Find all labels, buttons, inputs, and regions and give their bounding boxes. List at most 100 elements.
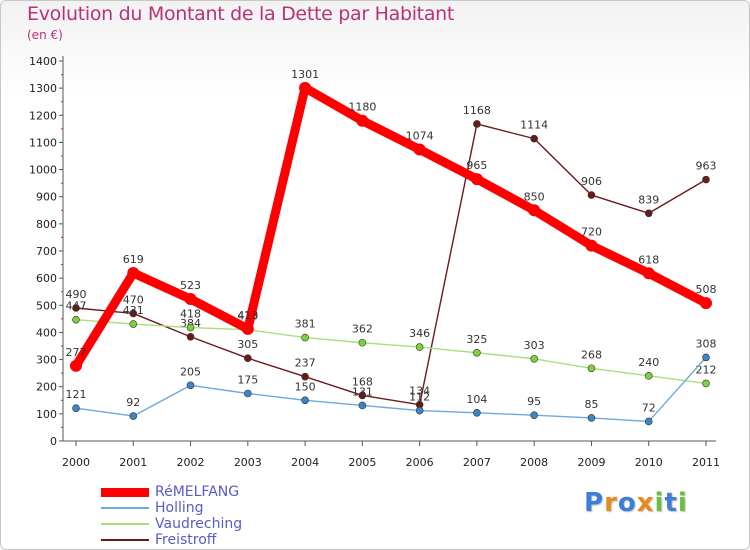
y-tick-label: 1000 [29, 164, 57, 177]
data-point-rmelfang [470, 173, 483, 186]
y-tick-label: 1200 [29, 109, 57, 122]
data-point-holling [415, 406, 424, 415]
data-point-rmelfang [413, 143, 426, 156]
data-point-freistroff [129, 309, 138, 318]
x-tick-label: 2010 [635, 456, 663, 469]
data-label-rmelfang: 508 [696, 283, 717, 296]
series-line-freistroff [75, 123, 707, 406]
data-label-vaudreching: 346 [409, 327, 430, 340]
data-point-freistroff [644, 209, 653, 218]
data-point-freistroff [587, 191, 596, 199]
data-point-vaudreching [301, 333, 309, 342]
y-tick-label: 500 [36, 299, 57, 312]
data-point-rmelfang [241, 322, 254, 335]
data-label-holling: 95 [527, 395, 541, 408]
data-label-rmelfang: 523 [180, 279, 201, 292]
legend-swatch [101, 487, 149, 497]
x-tick-label: 2008 [520, 456, 548, 469]
data-label-rmelfang: 850 [524, 190, 545, 203]
series-holling: 121 92 205 175 150 131 112 104 95 85 72 308 [66, 337, 717, 426]
x-tick-label: 2000 [62, 456, 90, 469]
x-tick-label: 2001 [119, 456, 147, 469]
data-point-holling [644, 417, 653, 426]
data-point-freistroff [702, 175, 710, 184]
data-point-holling [530, 411, 538, 420]
y-tick-label: 200 [36, 381, 57, 394]
data-label-holling: 175 [237, 374, 258, 387]
data-point-vaudreching [587, 364, 596, 373]
data-point-freistroff [72, 304, 80, 312]
data-label-freistroff: 134 [409, 385, 430, 398]
legend-swatch [101, 507, 149, 509]
y-tick-label: 1400 [29, 55, 57, 68]
proxiti-logo: Proxiti [584, 488, 688, 518]
data-point-holling [702, 353, 710, 362]
x-tick-label: 2007 [463, 456, 491, 469]
data-point-freistroff [186, 332, 195, 341]
data-label-vaudreching: 362 [352, 323, 373, 336]
data-point-holling [72, 404, 80, 412]
data-label-holling: 150 [295, 380, 316, 393]
data-label-vaudreching: 212 [696, 363, 717, 376]
data-label-freistroff: 237 [295, 357, 316, 370]
series-line-vaudreching [75, 318, 707, 385]
data-point-rmelfang [642, 267, 655, 280]
data-label-holling: 112 [409, 391, 430, 404]
data-label-holling: 92 [126, 396, 140, 409]
x-tick-label: 2006 [406, 456, 434, 469]
data-label-vaudreching: 447 [66, 300, 87, 313]
logo-letter: t [664, 488, 678, 518]
data-label-freistroff: 963 [696, 160, 717, 173]
data-point-freistroff [244, 354, 252, 363]
series-line-rmelfang [71, 83, 711, 371]
data-label-vaudreching: 303 [524, 339, 545, 352]
y-tick-label: 1100 [29, 136, 57, 149]
y-tick-label: 1300 [29, 82, 57, 95]
x-tick-label: 2003 [234, 456, 262, 469]
series-rmelfang: 277 619 523 413 1301 1180 1074 965 850 720 618 508 [66, 68, 717, 372]
data-label-vaudreching: 431 [123, 304, 144, 317]
y-tick-label: 300 [36, 354, 57, 367]
data-point-holling [473, 408, 481, 417]
data-label-freistroff: 470 [123, 293, 144, 306]
y-tick-label: 100 [36, 408, 57, 421]
data-label-holling: 121 [66, 388, 87, 401]
legend-label: RéMELFANG [155, 484, 240, 500]
data-label-holling: 72 [642, 401, 656, 414]
data-label-vaudreching: 325 [466, 333, 487, 346]
data-point-rmelfang [70, 359, 82, 372]
data-label-rmelfang: 618 [638, 253, 659, 266]
chart-subtitle: (en €) [27, 28, 63, 42]
data-label-vaudreching: 418 [180, 308, 201, 321]
data-label-holling: 104 [466, 393, 487, 406]
y-tick-label: 400 [36, 326, 57, 339]
data-label-vaudreching: 240 [638, 356, 659, 369]
data-point-holling [129, 412, 138, 420]
data-point-vaudreching [415, 343, 424, 351]
y-tick-label: 600 [36, 272, 57, 285]
data-label-rmelfang: 413 [237, 309, 258, 322]
y-tick-label: 0 [50, 435, 57, 448]
data-label-rmelfang: 277 [66, 346, 87, 359]
data-label-rmelfang: 1180 [348, 101, 376, 114]
logo-letter: x [636, 488, 655, 518]
data-point-vaudreching [473, 348, 481, 357]
logo-letter: P [584, 488, 605, 518]
data-point-holling [186, 381, 195, 390]
data-label-rmelfang: 619 [123, 253, 144, 266]
data-label-holling: 308 [696, 337, 717, 350]
data-point-vaudreching [129, 320, 138, 328]
data-point-freistroff [301, 372, 309, 381]
data-label-freistroff: 305 [237, 338, 258, 351]
legend-label: Vaudreching [155, 516, 243, 532]
data-point-holling [244, 389, 252, 398]
x-tick-label: 2005 [348, 456, 376, 469]
data-point-vaudreching [186, 323, 195, 332]
logo-letter: i [677, 488, 688, 518]
data-point-vaudreching [702, 379, 710, 388]
data-point-rmelfang [585, 239, 598, 252]
data-point-vaudreching [644, 372, 653, 380]
x-tick-label: 2002 [177, 456, 205, 469]
